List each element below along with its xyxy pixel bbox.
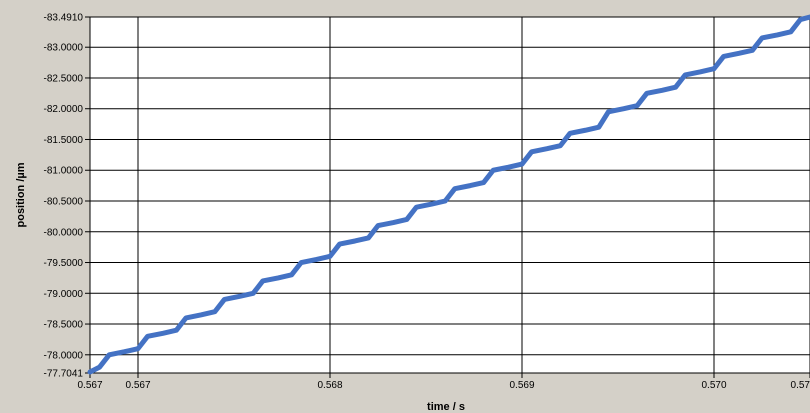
y-tick-label: -81.0000 [44,166,84,177]
x-axis-title: time / s [427,401,465,413]
y-tick-label: -77.7041 [44,369,84,380]
x-tick-label: 0.567 [125,380,150,391]
x-tick-label: 0.57 [791,380,810,391]
y-tick-label: -78.5000 [44,320,84,331]
y-tick-label: -79.0000 [44,289,84,300]
y-tick-label: -79.5000 [44,258,84,269]
y-tick-label: -78.0000 [44,350,84,361]
x-tick-label: 0.569 [509,380,534,391]
y-axis-title: position /µm [15,162,27,227]
grid [89,16,810,374]
y-tick-label: -80.0000 [44,227,84,238]
series-line [87,14,810,375]
plot-border [89,16,810,374]
x-tick-label: 0.568 [317,380,342,391]
y-tick-label: -83.0000 [44,43,84,54]
y-tick-label: -82.5000 [44,73,84,84]
x-tick-label: 0.570 [701,380,726,391]
y-tick-label: -80.5000 [44,197,84,208]
y-tick-label: -83.4910 [44,13,84,24]
y-tick-label: -82.0000 [44,104,84,115]
y-tick-label: -81.5000 [44,135,84,146]
x-tick-label: 0.567 [77,380,102,391]
